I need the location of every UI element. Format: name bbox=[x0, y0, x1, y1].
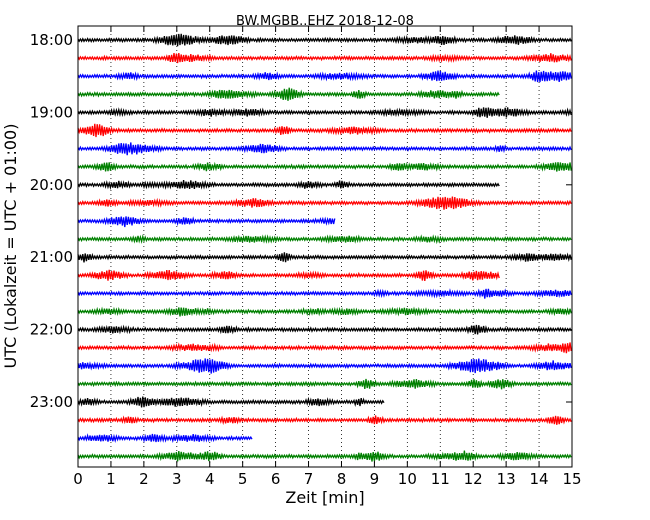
y-tick-label: 20:00 bbox=[30, 176, 73, 194]
trace-6 bbox=[77, 123, 572, 138]
y-axis: 18:00 19:00 20:00 21:00 22:00 23:00 bbox=[30, 31, 572, 411]
x-tick-label: 11 bbox=[431, 470, 450, 488]
trace-10 bbox=[77, 196, 572, 210]
trace-8 bbox=[77, 161, 572, 172]
y-tick-label: 19:00 bbox=[30, 103, 73, 121]
chart-title: BW.MGBB..EHZ 2018-12-08 bbox=[236, 14, 414, 29]
y-tick-label: 21:00 bbox=[30, 248, 73, 266]
x-tick-label: 6 bbox=[271, 470, 281, 488]
plot-frame bbox=[77, 25, 573, 468]
trace-9 bbox=[77, 179, 500, 191]
trace-15 bbox=[77, 288, 572, 299]
trace-2 bbox=[77, 53, 572, 64]
x-tick-label: 12 bbox=[464, 470, 483, 488]
x-tick-label: 9 bbox=[370, 470, 380, 488]
trace-17 bbox=[77, 324, 572, 335]
trace-7 bbox=[77, 142, 572, 156]
x-tick-label: 10 bbox=[398, 470, 417, 488]
x-axis-label: Zeit [min] bbox=[285, 488, 364, 507]
traces bbox=[77, 33, 572, 462]
trace-5 bbox=[77, 107, 572, 118]
trace-18 bbox=[77, 342, 572, 354]
trace-20 bbox=[77, 378, 572, 390]
x-tick-label: 5 bbox=[238, 470, 248, 488]
trace-22 bbox=[77, 415, 572, 426]
trace-11 bbox=[77, 216, 336, 228]
trace-14 bbox=[77, 269, 500, 281]
trace-4 bbox=[77, 87, 500, 101]
x-axis: 0 1 2 3 4 5 6 7 8 9 10 11 12 13 14 15 bbox=[73, 26, 582, 488]
x-tick-label: 2 bbox=[139, 470, 149, 488]
trace-24 bbox=[77, 450, 572, 462]
x-tick-label: 8 bbox=[337, 470, 347, 488]
trace-23 bbox=[77, 433, 253, 444]
trace-16 bbox=[77, 306, 572, 317]
x-tick-label: 0 bbox=[73, 470, 83, 488]
y-tick-label: 18:00 bbox=[30, 31, 73, 49]
trace-12 bbox=[77, 234, 572, 245]
trace-13 bbox=[77, 252, 572, 263]
y-axis-label: UTC (Lokalzeit = UTC + 01:00) bbox=[1, 124, 20, 369]
grid-lines bbox=[110, 26, 540, 467]
x-tick-label: 4 bbox=[205, 470, 215, 488]
y-tick-label: 23:00 bbox=[30, 393, 73, 411]
trace-3 bbox=[77, 70, 572, 83]
x-tick-label: 14 bbox=[530, 470, 549, 488]
x-tick-label: 13 bbox=[497, 470, 516, 488]
trace-19 bbox=[77, 358, 572, 374]
x-tick-label: 3 bbox=[172, 470, 182, 488]
x-tick-label: 7 bbox=[304, 470, 314, 488]
x-tick-label: 15 bbox=[562, 470, 581, 488]
trace-1 bbox=[77, 33, 572, 47]
y-tick-label: 22:00 bbox=[30, 321, 73, 339]
trace-21 bbox=[77, 396, 385, 408]
x-tick-label: 1 bbox=[106, 470, 116, 488]
